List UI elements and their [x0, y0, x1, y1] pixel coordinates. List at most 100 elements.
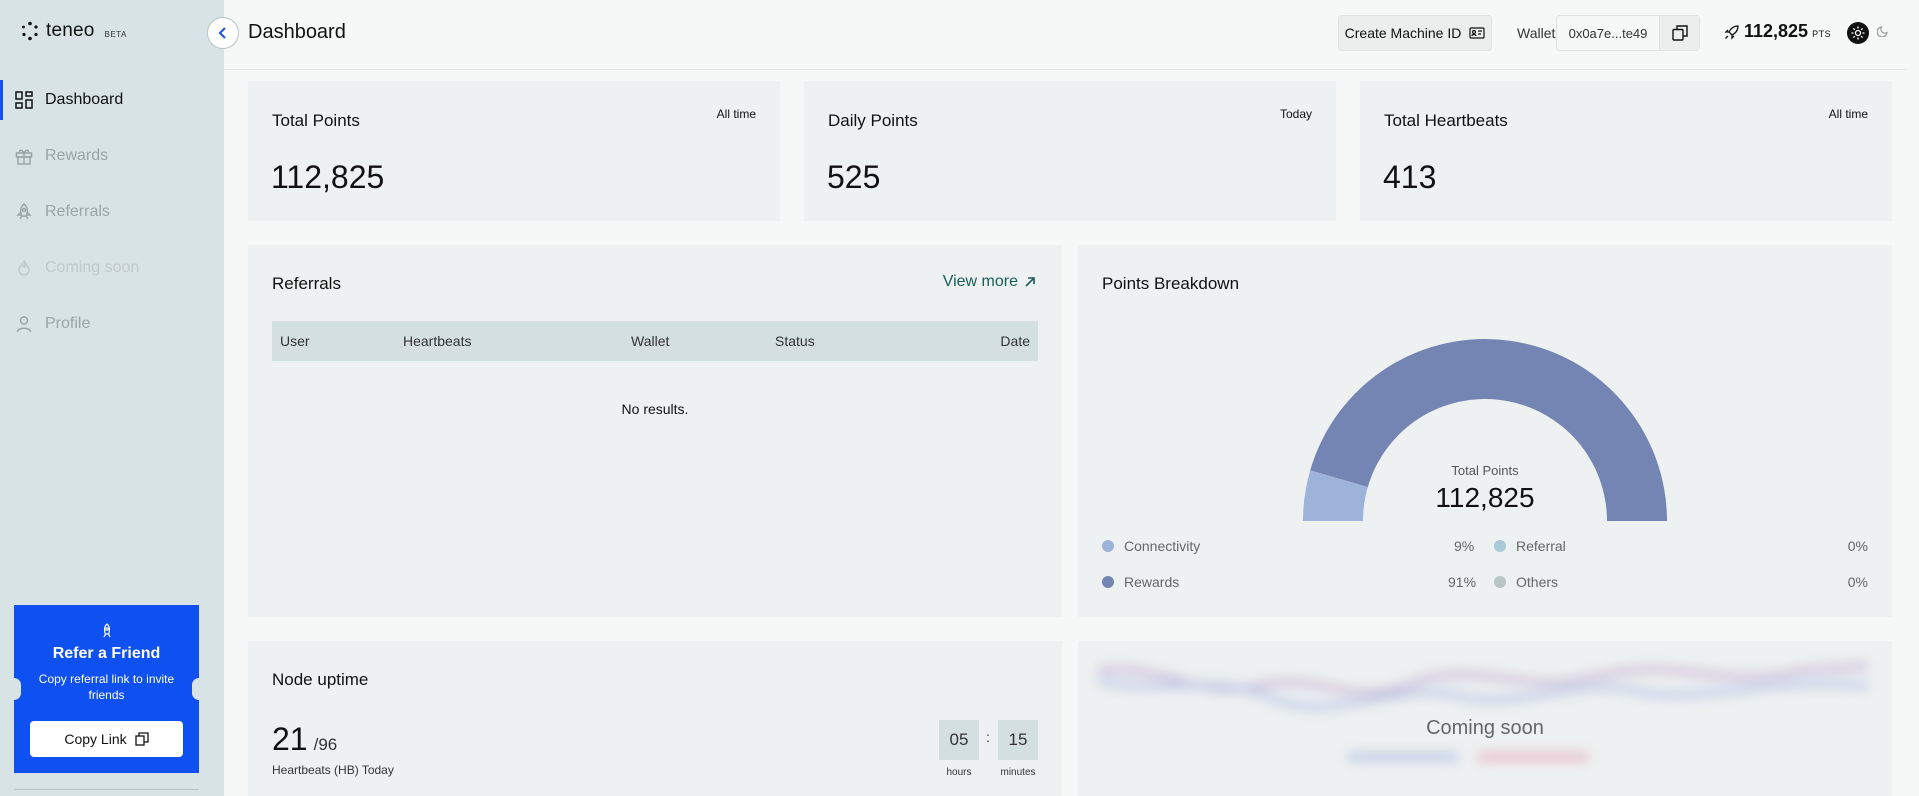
scrollbar[interactable] — [1907, 0, 1919, 796]
collapse-sidebar-button[interactable] — [207, 17, 239, 49]
arrow-up-right-icon — [1025, 277, 1035, 287]
flame-icon — [18, 259, 30, 276]
legend-label: Rewards — [1124, 574, 1180, 590]
column-header-date[interactable]: Date — [1000, 333, 1030, 349]
sidebar-item-referrals[interactable]: Referrals — [0, 184, 224, 240]
sidebar-item-label: Dashboard — [45, 91, 124, 108]
rocket-icon — [16, 203, 32, 220]
refer-a-friend-card: Refer a Friend Copy referral link to inv… — [7, 605, 206, 773]
minutes-label: minutes — [1000, 767, 1036, 778]
copy-link-button[interactable]: Copy Link — [30, 721, 183, 757]
uptime-total: /96 — [313, 735, 338, 754]
stat-badge: All time — [716, 107, 756, 121]
stat-card-total-points: Total Points All time 112,825 — [248, 81, 780, 221]
stat-title: Total Heartbeats — [1384, 111, 1508, 130]
sidebar-item-dashboard[interactable]: Dashboard — [0, 72, 224, 128]
rocket-icon — [1724, 24, 1739, 40]
referrals-table: User Heartbeats Wallet Status Date — [272, 321, 1038, 361]
column-header-heartbeats[interactable]: Heartbeats — [403, 333, 472, 349]
legend-swatch — [1102, 540, 1114, 552]
wallet-address-box: 0x0a7e...te49 — [1556, 15, 1700, 51]
legend-swatch — [1102, 576, 1114, 588]
card-notch — [7, 678, 21, 700]
sidebar-nav: Dashboard Rewards Referrals Coming soon … — [0, 72, 224, 352]
legend-value: 9% — [1454, 538, 1475, 554]
copy-link-label: Copy Link — [64, 731, 127, 747]
page-title: Dashboard — [248, 21, 346, 43]
legend-row: Connectivity 9% Referral 0% — [1102, 538, 1868, 574]
legend-swatch — [1494, 576, 1506, 588]
view-more-label: View more — [942, 273, 1018, 290]
stat-card-daily-points: Daily Points Today 525 — [804, 81, 1336, 221]
moon-icon[interactable] — [1876, 24, 1889, 42]
coming-soon-label: Coming soon — [1426, 717, 1544, 739]
sun-icon[interactable] — [1847, 22, 1869, 44]
blurred-chart-placeholder — [1097, 663, 1869, 761]
minutes-timer: 15 minutes — [998, 720, 1038, 778]
points-breakdown-card: Points Breakdown Total Points 112,825 Co… — [1078, 245, 1892, 617]
legend-label: Referral — [1516, 538, 1566, 554]
hours-label: hours — [946, 767, 972, 778]
legend-item-rewards: Rewards — [1102, 574, 1179, 590]
legend-item-connectivity: Connectivity — [1102, 538, 1200, 554]
wallet-address: 0x0a7e...te49 — [1568, 25, 1648, 41]
sidebar-item-label: Referrals — [45, 203, 110, 220]
sidebar-item-label: Rewards — [45, 147, 109, 164]
stat-badge: Today — [1279, 107, 1312, 121]
sidebar-item-profile[interactable]: Profile — [0, 296, 224, 352]
beta-badge: BETA — [104, 29, 127, 39]
table-header: User Heartbeats Wallet Status Date — [272, 321, 1038, 361]
wallet-label: Wallet — [1517, 25, 1556, 41]
rocket-icon — [14, 623, 199, 639]
sidebar-divider — [14, 789, 199, 790]
column-header-user[interactable]: User — [280, 333, 310, 349]
stat-value: 525 — [827, 159, 881, 195]
legend-item-referral: Referral — [1494, 538, 1566, 554]
refer-card-subtitle: Copy referral link to invite friends — [38, 672, 175, 702]
stat-title: Daily Points — [828, 111, 918, 130]
legend-label: Connectivity — [1124, 538, 1201, 554]
stat-card-total-heartbeats: Total Heartbeats All time 413 — [1360, 81, 1892, 221]
view-more-link[interactable]: View more — [943, 273, 1036, 291]
copy-wallet-button[interactable] — [1659, 16, 1699, 50]
sidebar-item-coming-soon: Coming soon — [0, 240, 224, 296]
uptime-count: 21 /96 — [272, 721, 337, 758]
referrals-card: Referrals View more User Heartbeats Wall… — [248, 245, 1062, 617]
logo-icon — [22, 21, 38, 41]
gauge-slice-connectivity — [1303, 470, 1368, 521]
id-card-icon — [1469, 27, 1485, 39]
legend-value: 91% — [1448, 574, 1477, 590]
gauge-center-value: 112,825 — [1435, 482, 1535, 513]
sidebar-item-label: Profile — [45, 315, 91, 332]
section-title: Node uptime — [272, 670, 369, 689]
stat-value: 112,825 — [271, 159, 385, 195]
uptime-value: 21 — [272, 721, 308, 757]
column-header-wallet[interactable]: Wallet — [631, 333, 670, 349]
minutes-value: 15 — [998, 720, 1038, 760]
legend-row: Rewards 91% Others 0% — [1102, 574, 1868, 610]
node-uptime-card: Node uptime 21 /96 Heartbeats (HB) Today… — [248, 641, 1062, 796]
chart-legend: Connectivity 9% Referral 0% Rewards 91% … — [1102, 538, 1868, 610]
user-icon — [16, 316, 32, 333]
top-header: Dashboard Create Machine ID Wallet 0x0a7… — [224, 0, 1919, 70]
section-title: Points Breakdown — [1102, 274, 1240, 293]
points-gauge-chart — [1303, 339, 1667, 521]
column-header-status[interactable]: Status — [775, 333, 815, 349]
create-machine-id-button[interactable]: Create Machine ID — [1338, 15, 1492, 51]
sidebar: teneo BETA Dashboard Rewards Referrals — [0, 0, 224, 796]
section-title: Referrals — [272, 274, 341, 293]
uptime-subtitle: Heartbeats (HB) Today — [272, 763, 394, 777]
legend-item-others: Others — [1494, 574, 1558, 590]
copy-icon — [134, 732, 149, 746]
chevron-left-icon — [218, 27, 226, 39]
copy-icon — [1671, 25, 1688, 41]
stat-value: 413 — [1383, 159, 1437, 195]
create-machine-id-label: Create Machine ID — [1344, 25, 1462, 41]
legend-label: Others — [1516, 574, 1559, 590]
points-value: 112,825 — [1744, 21, 1809, 41]
logo[interactable]: teneo BETA — [20, 20, 127, 42]
hours-timer: 05 hours — [939, 720, 979, 778]
theme-toggle[interactable] — [1844, 19, 1896, 47]
sidebar-item-rewards[interactable]: Rewards — [0, 128, 224, 184]
coming-soon-panel: Coming soon — [1078, 641, 1892, 796]
